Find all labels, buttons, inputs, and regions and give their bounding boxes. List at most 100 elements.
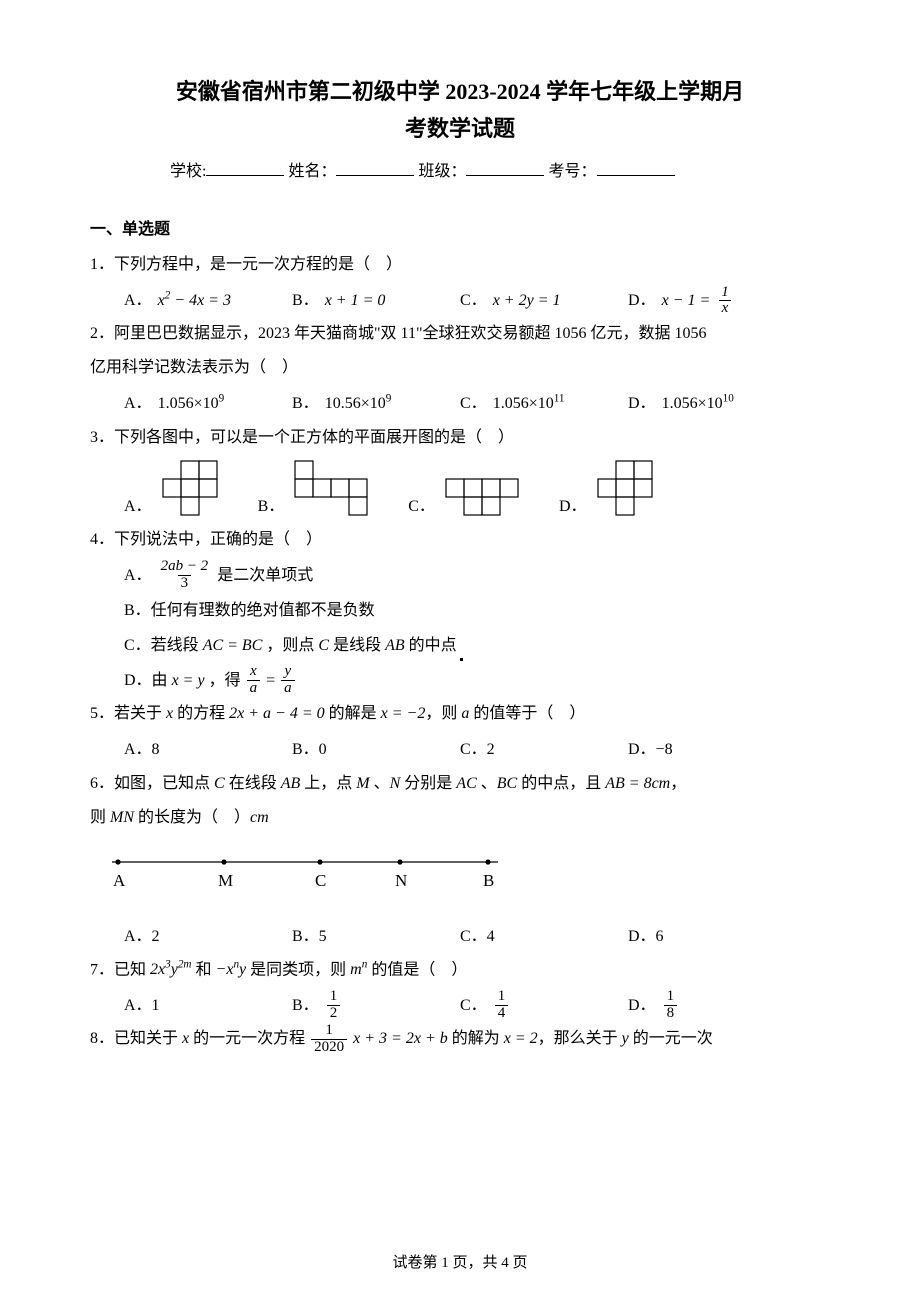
q7-Dd: 8 [664,1005,678,1022]
q2-B-label: B． [292,386,319,421]
q8-tail: 的一元一次 [629,1030,713,1047]
q6-options: A．2 B．5 C．4 D．6 [124,919,830,954]
q1-A-rest: − 4x = 3 [174,292,231,309]
student-info-row: 学校: 姓名： 班级： 考号： [170,157,830,181]
q7-options: A．1 B．12 C．14 D．18 [124,988,830,1023]
label-name: 姓名： [288,163,336,180]
q7-t3: −x [216,961,234,978]
q1-optD: D． x − 1 = 1x [628,283,796,318]
q8-m1: 的一元一次方程 [189,1030,309,1047]
q4-D-f1d: a [247,680,261,697]
q7-Cd: 4 [495,1005,509,1022]
q1-D-num: 1 [718,285,732,301]
q4-C-m2: ，则点 [266,628,314,663]
q2-D-sup: 10 [723,393,734,405]
q5-optD: D．−8 [628,732,796,767]
q7-pre: 7．已知 [90,961,150,978]
q2-options: A．1.056×109 B．10.56×109 C．1.056×1011 D．1… [124,386,830,421]
q5-stem: 5．若关于 x 的方程 2x + a − 4 = 0 的解是 x = −2，则 … [90,698,830,730]
q6-mn: MN [110,809,134,826]
q8-y: y [622,1030,629,1047]
blank-examno [597,160,675,176]
q1-B-expr: x + 1 = 0 [325,283,386,318]
q3-optB: B． [258,460,369,516]
q2-A-label: A． [124,386,152,421]
q6-optC: C．4 [460,919,628,954]
q5-m1: 的方程 [173,705,229,722]
blank-name [336,160,414,176]
q6-optB: B．5 [292,919,460,954]
q4-optA: A． 2ab − 23 是二次单项式 [124,558,830,593]
q3-stem: 3．下列各图中，可以是一个正方体的平面展开图的是（ ） [90,422,830,454]
q3-figB [294,460,368,516]
q7-m1: 和 [192,961,216,978]
q7-optD: D．18 [628,988,796,1023]
q4-A-frac: 2ab − 23 [158,559,212,592]
q7-Bn: 1 [327,989,341,1005]
q5-eq: 2x + a − 4 = 0 [229,705,325,722]
q3-A-label: A． [124,492,152,516]
q7-optA: A．1 [124,988,292,1023]
q4-C-eq: AC = BC [203,628,263,663]
q6-ab: AB [281,775,301,792]
q8-m3: ，那么关于 [538,1030,622,1047]
q2-C-val: 1.056×10 [493,395,554,412]
exam-title-line2: 考数学试题 [90,111,830,143]
q8-fd: 2020 [311,1039,347,1056]
q3-figA [162,460,218,516]
q4-C-tail: 的中点 [409,628,457,663]
q6-m6: 的中点，且 [517,775,605,792]
q4-D-pre: D．由 [124,663,168,698]
number-line-svg: A M C N B [90,848,520,896]
q3-optD: D． [559,460,653,516]
q7-D-label: D． [628,988,656,1023]
q1-A-label: A． [124,283,152,318]
q7-t2: y [171,961,178,978]
q1-options: A． x2 − 4x = 3 B． x + 1 = 0 C． x + 2y = … [124,283,830,318]
q7-t5: m [350,961,362,978]
q6-pre: 6．如图，已知点 [90,775,214,792]
q7-C-frac: 14 [495,989,509,1022]
q1-A-sup: 2 [165,290,171,302]
q2-A-val: 1.056×10 [158,395,219,412]
q4-options: A． 2ab − 23 是二次单项式 B．任何有理数的绝对值都不是负数 C．若线… [124,558,830,699]
q2-B-sup: 9 [386,393,392,405]
q2-A-sup: 9 [219,393,225,405]
page-footer: 试卷第 1 页，共 4 页 [0,1251,920,1272]
q6-c: C [214,775,225,792]
q7-tail: 的值是（ ） [367,961,467,978]
q7-s2: 2m [178,959,192,971]
q7-optC: C．14 [460,988,628,1023]
q2-C-label: C． [460,386,487,421]
q1-D-frac: 1x [718,285,732,318]
q1-D-label: D． [628,283,656,318]
q6-optA: A．2 [124,919,292,954]
exam-title-line1: 安徽省宿州市第二初级中学 2023-2024 学年七年级上学期月 [90,74,830,109]
q6-stem-a: 6．如图，已知点 C 在线段 AB 上，点 M 、N 分别是 AC 、BC 的中… [90,768,830,800]
q6-bc: BC [497,775,517,792]
q6-m5: 、 [477,775,497,792]
q2-optD: D．1.056×1010 [628,386,796,421]
q7-t1: 2x [150,961,165,978]
q1-stem: 1．下列方程中，是一元一次方程的是（ ） [90,249,830,281]
q6-n: N [390,775,401,792]
q6-m2: 上，点 [300,775,356,792]
q6-stem-b: 则 MN 的长度为（ ）cm [90,802,830,834]
q6-m4: 分别是 [400,775,456,792]
q7-B-label: B． [292,988,319,1023]
q4-C-c: C [318,628,329,663]
q6-figure: A M C N B [90,848,830,901]
q5-optB: B．0 [292,732,460,767]
q6-m3: 、 [370,775,390,792]
nl-A: A [113,871,126,890]
q4-A-tail: 是二次单项式 [217,558,313,593]
q7-stem: 7．已知 2x3y2m 和 −xny 是同类项，则 mn 的值是（ ） [90,954,830,986]
q2-D-val: 1.056×10 [662,395,723,412]
q4-D-f2n: y [282,664,295,680]
q7-optB: B．12 [292,988,460,1023]
q2-optC: C．1.056×1011 [460,386,628,421]
q5-pre: 5．若关于 [90,705,166,722]
q4-A-den: 3 [178,575,192,592]
q4-optC: C．若线段 AC = BC，则点 C 是线段 AB 的中点 [124,628,830,663]
q3-D-label: D． [559,492,587,516]
